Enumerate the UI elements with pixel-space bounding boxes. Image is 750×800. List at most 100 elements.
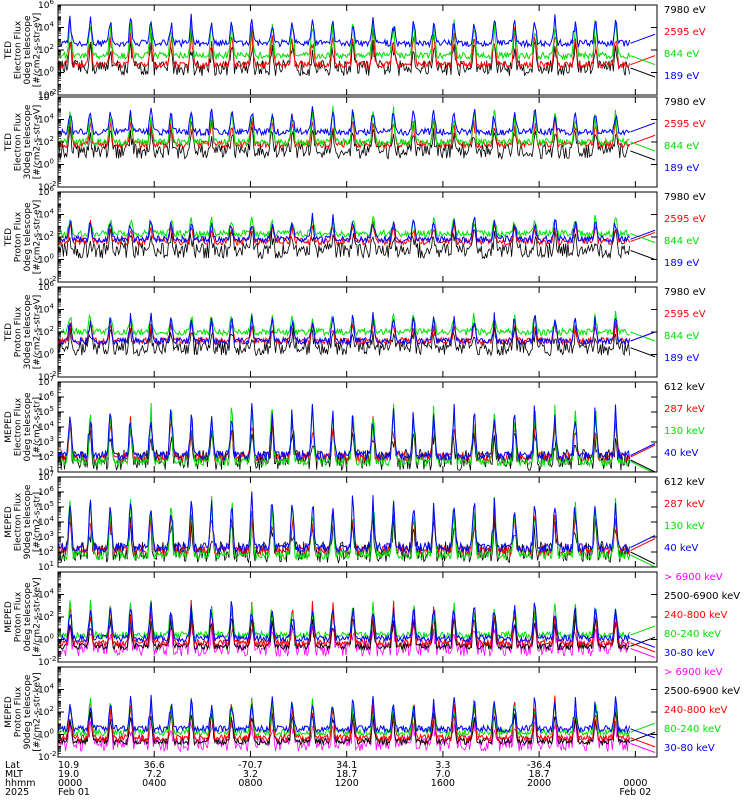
gap-connector-3 (630, 642, 656, 653)
legend-entry: 130 keV (664, 426, 705, 437)
legend-entry: 844 eV (664, 49, 699, 60)
x-tick-label: 3.2 (243, 769, 258, 780)
legend-entry: 2500-6900 keV (664, 591, 740, 602)
legend-entry: 80-240 keV (664, 629, 721, 640)
series-line-4 (58, 403, 631, 462)
series-line-3 (58, 402, 630, 468)
gap-connector-1 (630, 743, 656, 753)
y-axis-label-line: TED (4, 41, 14, 60)
y-axis-label-line: Electron Flux (14, 20, 24, 79)
x-tick-label: Feb 02 (619, 787, 651, 798)
y-axis-label: TED Electron Flux 0deg telescope [#/cm2-s-s… (4, 13, 43, 88)
gap-connector-1 (630, 347, 656, 358)
legend-entry: 189 eV (664, 258, 699, 269)
x-tick-label: 1600 (431, 778, 455, 789)
y-axis-label-line: Electron Flux (14, 112, 24, 171)
series-line-4 (58, 491, 631, 554)
gap-connector-4 (630, 331, 656, 342)
x-tick-label: 0800 (238, 778, 262, 789)
x-tick-label: -70.7 (238, 760, 263, 771)
y-axis-label-line: Proton Flux (14, 591, 24, 642)
gap-connector-4 (630, 33, 656, 44)
panel-6-series (58, 491, 656, 567)
series-line-3 (58, 495, 631, 562)
gap-connector-4 (630, 122, 656, 133)
legend-entry: 189 eV (664, 163, 699, 174)
gap-connector-3 (630, 55, 656, 66)
legend-entry: 2595 eV (664, 27, 706, 38)
gap-connector-2 (630, 134, 656, 145)
series-line-5 (58, 601, 631, 644)
y-axis-label-line: 0deg telescope (23, 392, 33, 462)
legend-entry: 240-800 keV (664, 705, 728, 716)
series-line-3 (58, 17, 631, 61)
series-line-1 (58, 227, 630, 260)
row-label-mlt: MLT (5, 769, 23, 780)
gap-connector-1 (630, 250, 656, 260)
y-axis-label-line: 30deg telescope (23, 104, 33, 179)
y-axis-label-line: [#/cm2-s-str] (33, 492, 43, 552)
y-axis-label-line: Proton Flux (14, 686, 24, 737)
series-line-3 (58, 599, 630, 648)
legend-entry: 7980 eV (664, 287, 706, 298)
legend-entry: 30-80 keV (664, 743, 715, 754)
gap-connector-2 (630, 444, 656, 458)
x-tick-label: 19.0 (58, 769, 79, 780)
x-tick-label: 1200 (335, 778, 359, 789)
series-line-4 (58, 106, 630, 137)
gap-connector-4 (630, 535, 656, 548)
gap-connector-3 (630, 737, 656, 748)
series-line-1 (58, 323, 630, 357)
gap-connector-3 (630, 554, 656, 567)
y-axis-label: MEPED Proton Flux 0deg telescope [#/cm2-s-s… (4, 577, 43, 656)
gap-connector-2 (630, 232, 656, 242)
legend-entry: 7980 eV (664, 5, 706, 16)
panel-8-series (58, 694, 656, 753)
panel-5-series (58, 402, 656, 472)
legend-entry: 287 keV (664, 404, 705, 415)
y-tick-label: 106 (38, 0, 54, 11)
y-axis-label-line: MEPED (4, 411, 14, 443)
panel-4-series (58, 311, 656, 358)
series-line-4 (58, 311, 631, 347)
y-axis-label-line: 0deg telescope (23, 202, 33, 272)
y-axis-label-line: MEPED (4, 696, 14, 728)
series-line-5 (58, 694, 631, 735)
x-tick-label: 2000 (527, 778, 551, 789)
legend-entry: 7980 eV (664, 97, 706, 108)
legend-entry: 40 keV (664, 448, 698, 459)
legend-entry: 2595 eV (664, 309, 706, 320)
legend-entry: 130 keV (664, 521, 705, 532)
panel-1-series (58, 13, 656, 78)
x-tick-label: 7.2 (147, 769, 162, 780)
y-axis-label-line: [#/cm2-s-str-eV] (33, 105, 43, 180)
y-axis-label-line: MEPED (4, 506, 14, 538)
gap-connector-4 (630, 229, 656, 240)
x-tick-label: 18.7 (336, 769, 357, 780)
y-axis-label-line: [#/cm2-s-str-keV] (33, 672, 43, 751)
legend-entry: 2595 eV (664, 214, 706, 225)
row-label-hhmm: hhmm (5, 778, 36, 789)
y-axis-label: TED Electron Flux 30deg telescope [#/cm2-s-… (4, 104, 43, 179)
y-axis-label-line: 30deg telescope (23, 294, 33, 369)
gap-connector-4 (630, 443, 656, 456)
x-tick-label: 34.1 (336, 760, 357, 771)
legend-entry: 80-240 keV (664, 724, 721, 735)
legend-entry: 240-800 keV (664, 610, 728, 621)
series-line-2 (58, 610, 630, 652)
legend-entry: 189 eV (664, 353, 699, 364)
y-axis-label-line: 90deg telescope (23, 674, 33, 749)
gap-connector-5 (630, 728, 656, 739)
legend-entry: 844 eV (664, 236, 699, 247)
gap-connector-5 (630, 637, 656, 648)
gap-connector-1 (630, 459, 656, 472)
x-tick-label: -36.4 (527, 760, 552, 771)
panel-7-series (58, 599, 656, 658)
x-tick-label: 0000 (623, 778, 647, 789)
legend-entry: > 6900 keV (664, 572, 723, 583)
y-axis-label: MEPED Electron Flux 90deg telescope [#/cm2-… (4, 484, 43, 559)
legend-entry: 2595 eV (664, 119, 706, 130)
